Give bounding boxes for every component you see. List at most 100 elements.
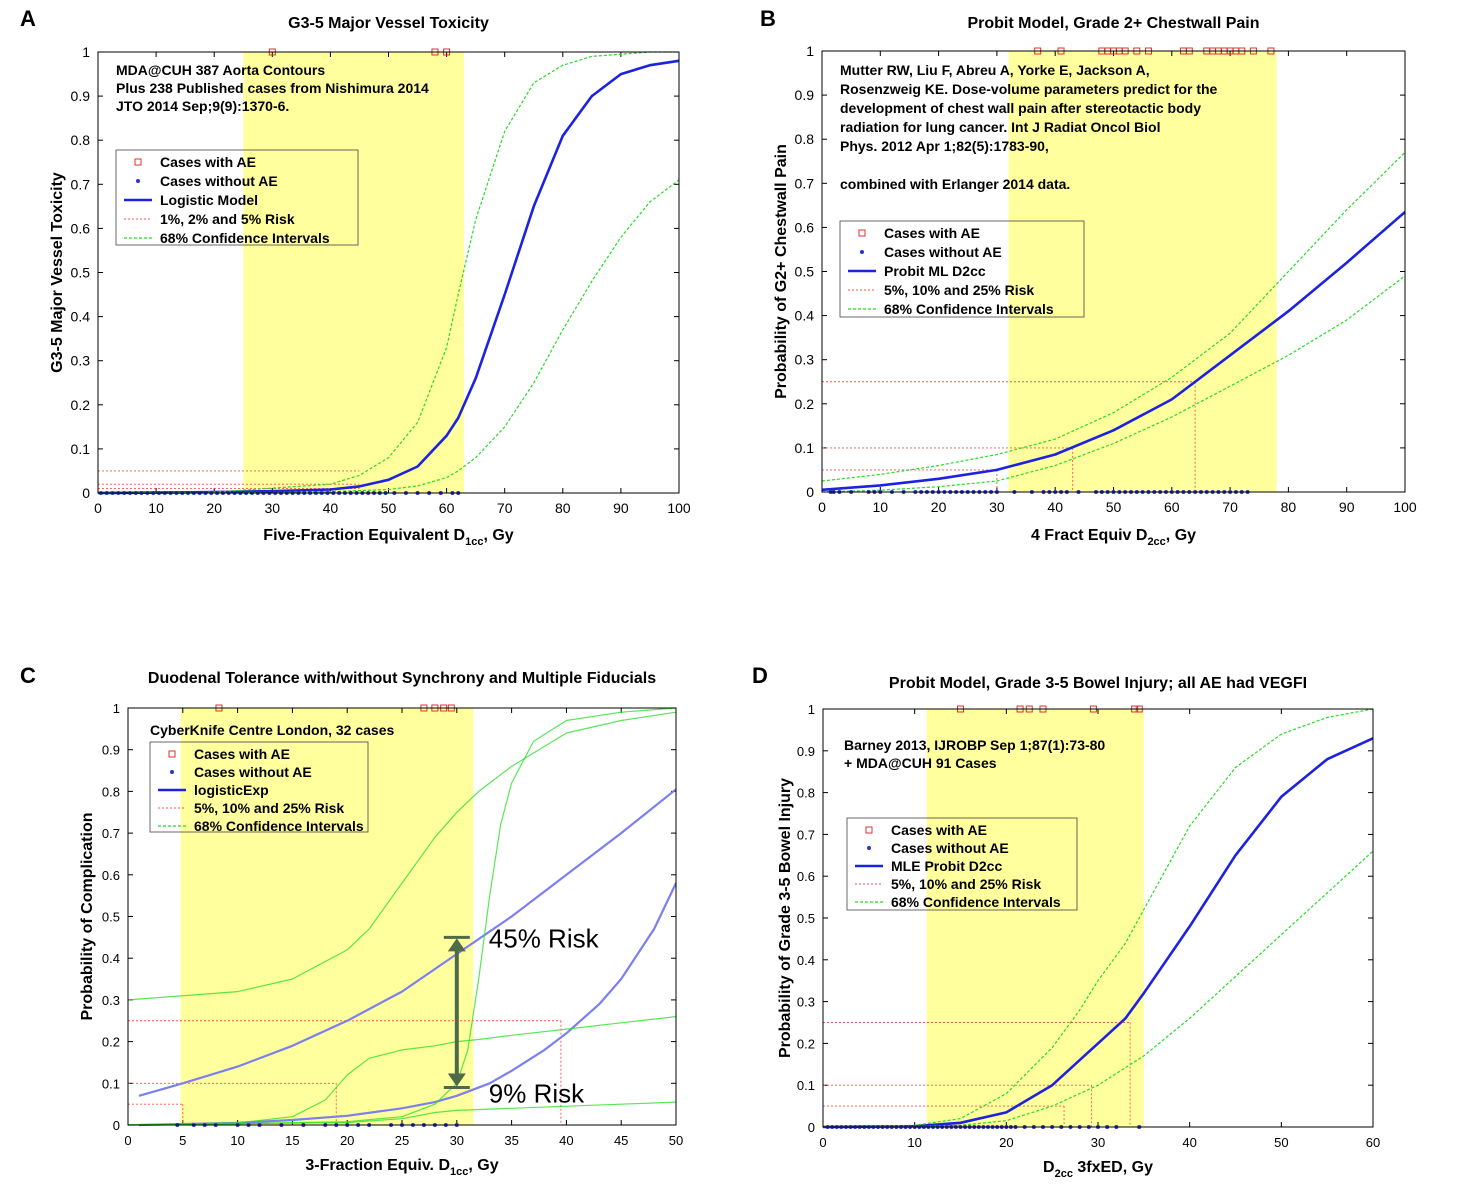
y-tick-label: 0.4 <box>795 308 815 324</box>
legend-label: Cases without AE <box>884 244 1002 260</box>
citation-note: Phys. 2012 Apr 1;82(5):1783-90, <box>840 138 1049 154</box>
panel-letter: A <box>20 6 36 31</box>
x-tick-label: 50 <box>669 1133 683 1148</box>
legend-label: 5%, 10% and 25% Risk <box>891 876 1041 892</box>
panel-letter: C <box>20 663 36 688</box>
y-tick-label: 0.6 <box>795 219 815 235</box>
y-tick-label: 0.2 <box>102 1035 120 1050</box>
y-tick-label: 1 <box>806 43 814 59</box>
legend-symbol-ae <box>865 826 873 834</box>
y-tick-label: 0 <box>806 484 814 500</box>
x-tick-label: 0 <box>94 500 102 516</box>
x-tick-label: 30 <box>989 499 1005 515</box>
citation-note: development of chest wall pain after ste… <box>840 100 1201 116</box>
y-tick-label: 0.3 <box>795 352 815 368</box>
x-tick-label: 60 <box>1366 1135 1380 1150</box>
y-tick-label: 0.5 <box>71 265 91 281</box>
x-tick-label: 50 <box>1106 499 1122 515</box>
legend-label: Cases without AE <box>160 173 278 189</box>
confidence-interval-line <box>97 179 680 494</box>
legend-box <box>115 149 359 246</box>
x-tick-label: 30 <box>1091 1135 1105 1150</box>
y-tick-label: 0.7 <box>71 176 91 192</box>
citation-note: JTO 2014 Sep;9(9):1370-6. <box>116 98 289 114</box>
x-tick-label: 70 <box>497 500 513 516</box>
x-axis-label-suffix: 3fxED, Gy <box>1073 1159 1153 1176</box>
chart-panel-a: A G3-5 Major Vessel Toxicity G3-5 Major Ve… <box>20 6 691 548</box>
y-tick-label: 0.8 <box>71 132 91 148</box>
legend-box <box>846 817 1078 911</box>
chart-title: G3-5 Major Vessel Toxicity <box>288 15 489 32</box>
y-tick-label: 0.3 <box>102 993 120 1008</box>
axes-frame <box>822 708 1374 1128</box>
chart-title: Probit Model, Grade 2+ Chestwall Pain <box>967 15 1259 32</box>
y-tick-label: 0.8 <box>795 131 815 147</box>
x-axis-label-suffix: , Gy <box>483 527 513 544</box>
x-axis-label-main: Five-Fraction Equivalent D <box>263 527 465 544</box>
y-axis-label: Probability of Complication <box>79 812 96 1020</box>
y-tick-label: 0.7 <box>102 826 120 841</box>
confidence-interval-line <box>821 151 1406 482</box>
y-tick-label: 0.8 <box>102 784 120 799</box>
shaded-band <box>926 709 1144 1127</box>
y-tick-label: 0.1 <box>797 1078 815 1093</box>
y-tick-label: 0.9 <box>102 743 120 758</box>
x-tick-label: 35 <box>504 1133 518 1148</box>
y-tick-label: 0.2 <box>797 1036 815 1051</box>
y-tick-label: 0.6 <box>797 869 815 884</box>
citation-note: Barney 2013, IJROBP Sep 1;87(1):73-80 <box>844 737 1105 753</box>
x-tick-label: 60 <box>1164 499 1180 515</box>
legend-label: 5%, 10% and 25% Risk <box>884 282 1034 298</box>
y-tick-label: 0 <box>82 485 90 501</box>
y-tick-label: 0.7 <box>797 827 815 842</box>
x-tick-label: 30 <box>265 500 281 516</box>
citation-note: Rosenzweig KE. Dose-volume parameters pr… <box>840 81 1218 97</box>
y-tick-label: 0.7 <box>795 175 815 191</box>
legend-symbol-ae <box>134 158 142 166</box>
citation-note: + MDA@CUH 91 Cases <box>844 755 997 771</box>
legend-label: Cases without AE <box>194 764 312 780</box>
legend-symbol-no-ae <box>860 250 864 254</box>
panel-letter: D <box>752 663 768 688</box>
x-tick-label: 30 <box>450 1133 464 1148</box>
model-curve <box>822 737 1374 1129</box>
citation-note: combined with Erlanger 2014 data. <box>840 176 1070 192</box>
shaded-band <box>180 708 474 1125</box>
x-axis-label: Five-Fraction Equivalent D1cc, Gy <box>263 527 514 548</box>
y-tick-label: 0.3 <box>797 995 815 1010</box>
y-tick-label: 0.4 <box>102 951 120 966</box>
chart-title: Probit Model, Grade 3-5 Bowel Injury; al… <box>889 675 1307 692</box>
shaded-band <box>243 52 465 493</box>
confidence-interval-line <box>97 51 679 494</box>
confidence-interval-line <box>822 708 1374 1128</box>
confidence-interval-line <box>821 275 1406 493</box>
x-tick-label: 5 <box>179 1133 186 1148</box>
x-tick-label: 25 <box>395 1133 409 1148</box>
y-tick-label: 0.2 <box>795 396 815 412</box>
y-tick-label: 0.8 <box>797 786 815 801</box>
y-axis-label: G3-5 Major Vessel Toxicity <box>49 172 66 373</box>
x-axis-label-suffix: , Gy <box>468 1157 498 1174</box>
x-axis-label: D2cc 3fxED, Gy <box>1043 1159 1153 1180</box>
y-tick-label: 0.1 <box>102 1076 120 1091</box>
x-tick-label: 20 <box>931 499 947 515</box>
x-tick-label: 40 <box>1182 1135 1196 1150</box>
x-tick-label: 0 <box>818 499 826 515</box>
risk-arrow-head-down <box>447 1073 466 1087</box>
legend-label: MLE Probit D2cc <box>891 858 1002 874</box>
x-tick-label: 60 <box>439 500 455 516</box>
confidence-interval-line <box>127 1016 677 1126</box>
legend-label: logisticExp <box>194 782 269 798</box>
x-axis-label-subscript: 1cc <box>450 1166 468 1178</box>
legend-label: Cases with AE <box>194 746 290 762</box>
x-axis-label: 4 Fract Equiv D2cc, Gy <box>1031 527 1196 548</box>
y-tick-label: 0.5 <box>795 264 815 280</box>
x-tick-label: 40 <box>323 500 339 516</box>
x-tick-label: 70 <box>1222 499 1238 515</box>
x-tick-label: 20 <box>206 500 222 516</box>
x-axis-label-subscript: 1cc <box>465 536 483 548</box>
legend-symbol-ae <box>858 229 866 237</box>
chart-panel-b: B Probit Model, Grade 2+ Chestwall Pain Pr… <box>760 6 1417 548</box>
legend-symbol-no-ae <box>867 846 871 850</box>
x-tick-label: 40 <box>559 1133 573 1148</box>
